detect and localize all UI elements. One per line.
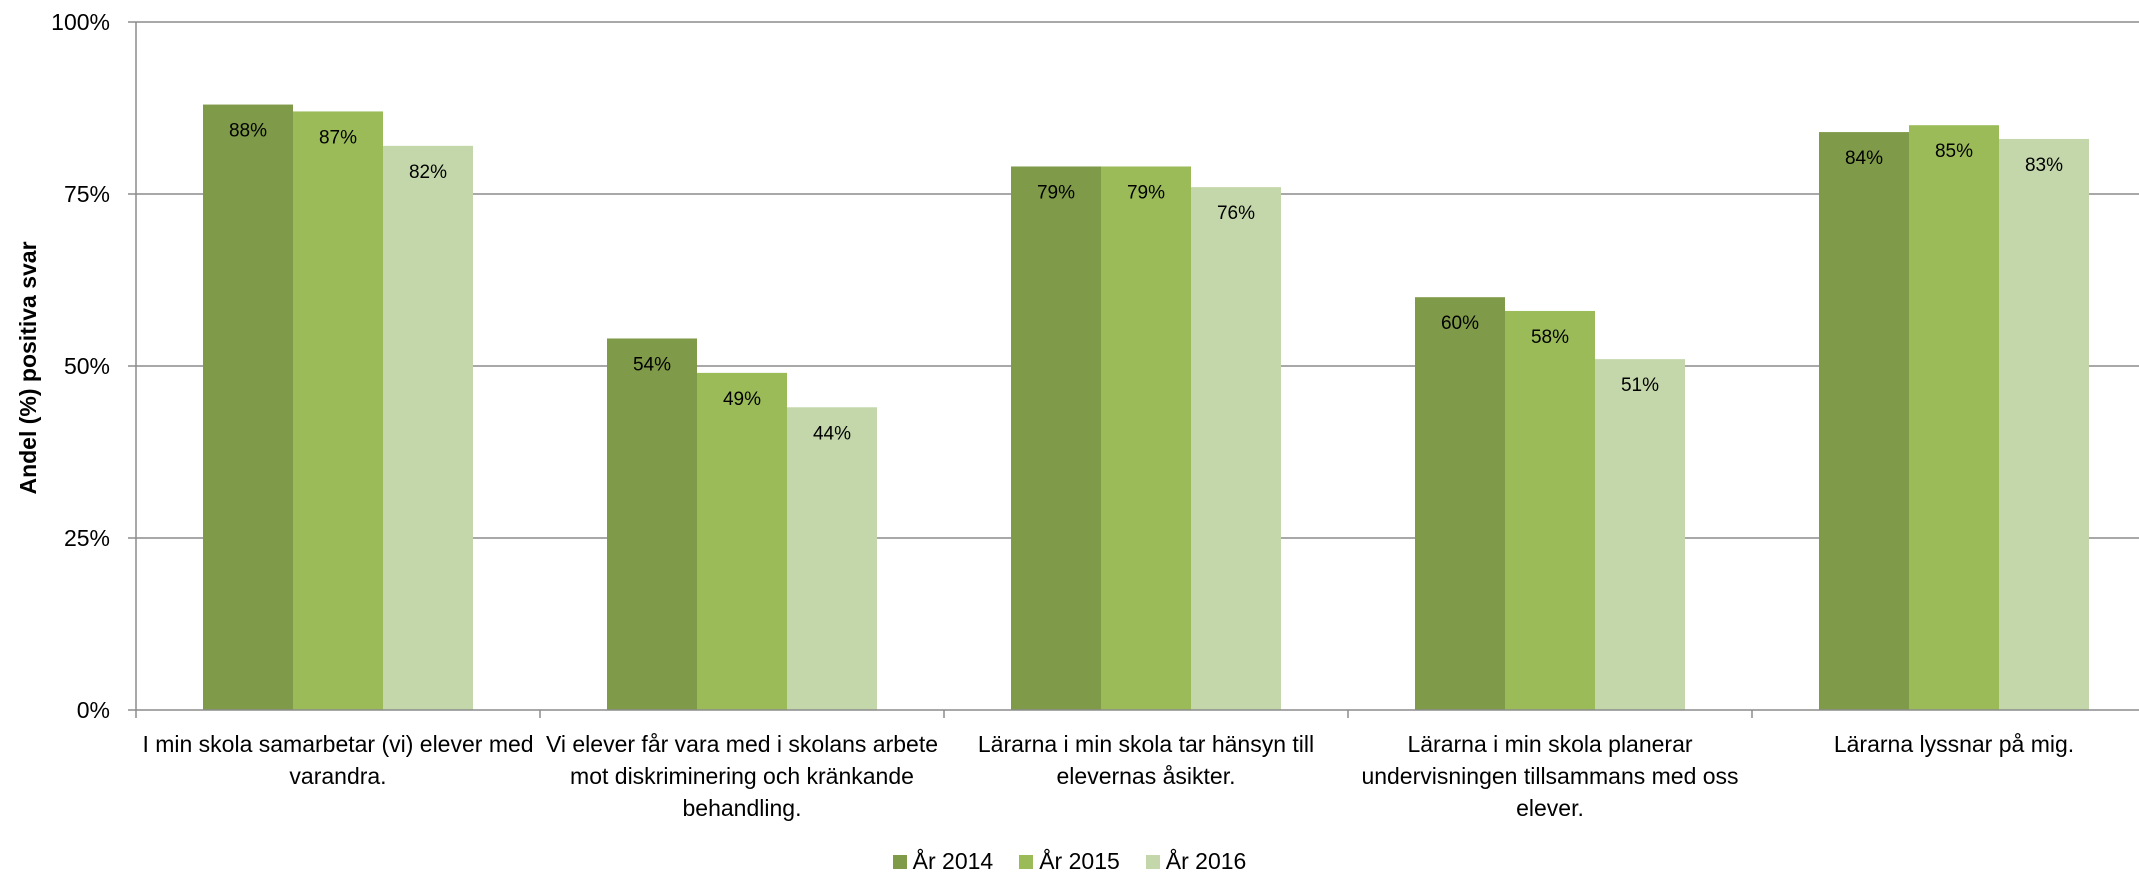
bar	[1595, 359, 1685, 710]
y-tick-label: 25%	[64, 525, 110, 551]
legend-label-2015: År 2015	[1039, 848, 1120, 874]
data-label: 49%	[723, 389, 761, 410]
legend-swatch-2016	[1145, 854, 1160, 869]
bar	[1999, 138, 2089, 710]
bar	[1505, 310, 1595, 710]
data-label: 82%	[409, 162, 447, 183]
legend: År 2014 År 2015 År 2016	[0, 848, 2139, 875]
data-label: 51%	[1621, 375, 1659, 396]
bars	[203, 104, 2089, 711]
data-label: 76%	[1217, 203, 1255, 224]
y-tick-label: 0%	[77, 697, 110, 723]
bar	[1819, 132, 1909, 710]
category-label: Lärarna i min skola planerar undervisnin…	[1361, 731, 1739, 821]
data-label: 88%	[229, 121, 267, 142]
category-label: I min skola samarbetar (vi) elever med v…	[142, 731, 534, 789]
legend-item-2015: År 2015	[1019, 848, 1120, 875]
legend-label-2014: År 2014	[912, 848, 994, 874]
data-label: 60%	[1441, 313, 1479, 334]
bar	[293, 111, 383, 710]
bar	[1909, 125, 1999, 710]
bar	[383, 145, 473, 711]
data-label: 79%	[1037, 182, 1075, 203]
y-axis-label: Andel (%) positiva svar	[15, 241, 41, 494]
legend-swatch-2014	[892, 854, 907, 869]
data-label: 44%	[813, 423, 851, 444]
category-label: Lärarna i min skola tar hänsyn till elev…	[977, 731, 1315, 789]
data-label: 79%	[1127, 182, 1165, 203]
data-label: 83%	[2025, 155, 2063, 176]
data-label: 85%	[1935, 141, 1973, 162]
legend-item-2014: År 2014	[892, 848, 994, 875]
data-label: 54%	[633, 354, 671, 375]
data-labels: 88% 87% 82% 54% 49% 44% 79% 79% 76% 60% 58% 51% 84% 8…	[229, 121, 2063, 445]
y-tick-label: 50%	[64, 353, 110, 379]
bar	[1191, 187, 1281, 710]
legend-item-2016: År 2016	[1145, 848, 1247, 875]
data-label: 58%	[1531, 327, 1569, 348]
legend-label-2016: År 2016	[1165, 848, 1247, 874]
bar	[697, 372, 787, 710]
y-tick-label: 100%	[51, 9, 110, 35]
bar	[787, 407, 877, 710]
bar	[1415, 297, 1505, 710]
data-label: 87%	[319, 127, 357, 148]
data-label: 84%	[1845, 148, 1883, 169]
bar	[1011, 166, 1101, 711]
category-label: Vi elever får vara med i skolans arbete …	[545, 731, 939, 821]
category-label: Lärarna lyssnar på mig.	[1833, 731, 2075, 757]
bar	[203, 104, 293, 710]
legend-swatch-2015	[1019, 854, 1034, 869]
y-tick-label: 75%	[64, 181, 110, 207]
bar	[1101, 166, 1191, 711]
bar	[607, 338, 697, 710]
axes: 0% 25% 50% 75% 100%	[51, 9, 2139, 723]
